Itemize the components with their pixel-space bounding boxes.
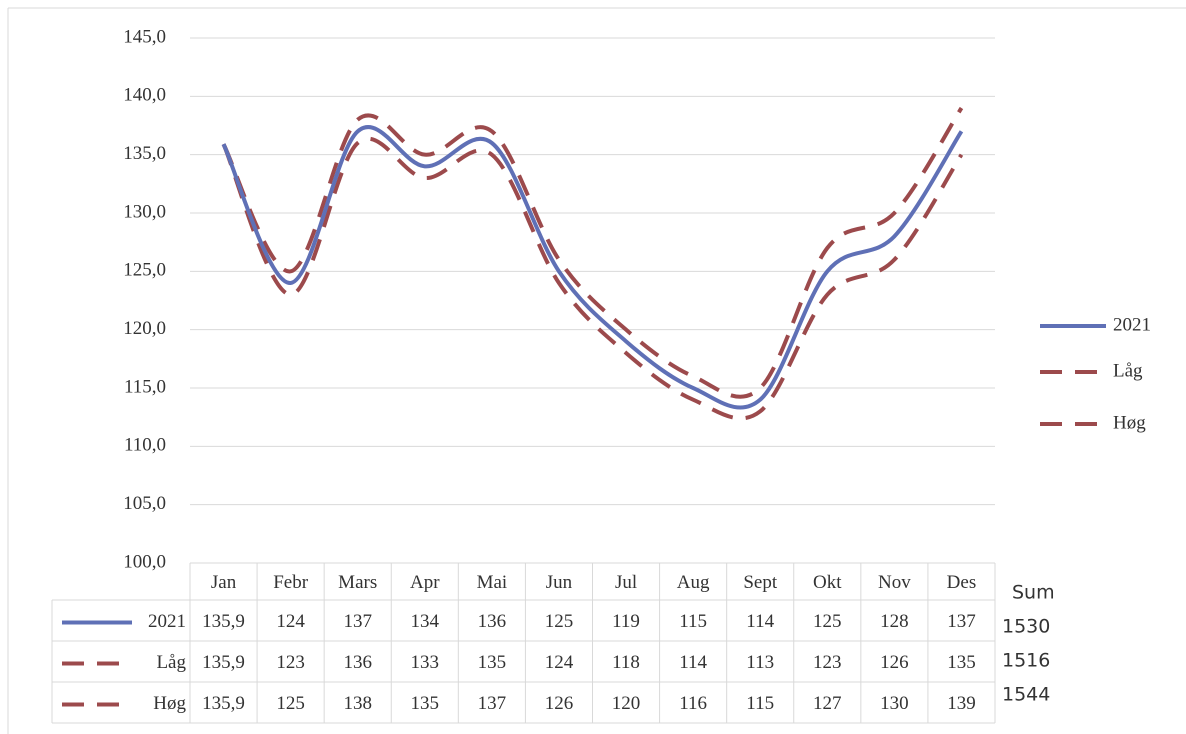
- x-tick-label: Jul: [615, 572, 637, 593]
- sum-value: 1530: [1002, 616, 1050, 638]
- table-cell: 134: [411, 611, 440, 632]
- table-cell: 124: [545, 652, 574, 673]
- x-tick-label: Mai: [477, 572, 508, 593]
- table-cell: 120: [612, 693, 641, 714]
- table-cell: 118: [612, 652, 640, 673]
- x-tick-label: Des: [947, 572, 977, 593]
- x-tick-label: Apr: [410, 572, 440, 593]
- x-tick-label: Nov: [878, 572, 911, 593]
- series-line: [221, 125, 964, 410]
- table-cell: 125: [276, 693, 305, 714]
- x-tick-label: Aug: [677, 572, 710, 593]
- table-cell: 114: [679, 652, 707, 673]
- series-line: [221, 106, 964, 399]
- table-cell: 123: [813, 652, 842, 673]
- y-tick-label: 140,0: [123, 85, 166, 106]
- y-tick-label: 120,0: [123, 318, 166, 339]
- table-cell: 115: [746, 693, 774, 714]
- y-tick-label: 105,0: [123, 493, 166, 514]
- table-cell: 125: [545, 611, 574, 632]
- table-cell: 135,9: [202, 611, 245, 632]
- table-cell: 128: [880, 611, 909, 632]
- x-tick-label: Sept: [743, 572, 778, 593]
- table-cell: 139: [947, 693, 976, 714]
- table-cell: 138: [343, 693, 372, 714]
- legend-label: Høg: [1113, 412, 1146, 433]
- table-cell: 137: [947, 611, 976, 632]
- table-cell: 135: [478, 652, 507, 673]
- y-tick-label: 130,0: [123, 201, 166, 222]
- x-tick-label: Mars: [338, 572, 377, 593]
- table-cell: 119: [612, 611, 640, 632]
- table-cell: 135,9: [202, 652, 245, 673]
- legend-label: Låg: [1113, 360, 1143, 381]
- table-cell: 130: [880, 693, 909, 714]
- table-cell: 127: [813, 693, 842, 714]
- table-cell: 137: [343, 611, 372, 632]
- table-cell: 136: [478, 611, 507, 632]
- y-tick-label: 135,0: [123, 143, 166, 164]
- table-cell: 115: [679, 611, 707, 632]
- table-cell: 114: [746, 611, 774, 632]
- table-cell: 133: [411, 652, 440, 673]
- x-tick-label: Febr: [273, 572, 309, 593]
- table-legend-label: 2021: [148, 611, 186, 632]
- table-legend-label: Høg: [153, 693, 186, 714]
- series-line: [221, 136, 964, 421]
- table-cell: 137: [478, 693, 507, 714]
- table-cell: 136: [343, 652, 372, 673]
- x-tick-label: Okt: [813, 572, 842, 593]
- table-cell: 126: [880, 652, 909, 673]
- table-cell: 113: [746, 652, 774, 673]
- table-cell: 123: [276, 652, 305, 673]
- y-tick-label: 115,0: [124, 376, 166, 397]
- y-tick-label: 145,0: [123, 26, 166, 47]
- table-cell: 135,9: [202, 693, 245, 714]
- y-tick-label: 110,0: [124, 435, 166, 456]
- table-legend-label: Låg: [156, 652, 186, 673]
- sum-value: 1516: [1002, 650, 1050, 672]
- table-cell: 126: [545, 693, 574, 714]
- legend-label: 2021: [1113, 314, 1151, 335]
- x-tick-label: Jun: [546, 572, 573, 593]
- table-cell: 125: [813, 611, 842, 632]
- y-tick-label: 100,0: [123, 551, 166, 572]
- table-cell: 135: [947, 652, 976, 673]
- table-cell: 124: [276, 611, 305, 632]
- sum-header: Sum: [1012, 582, 1055, 604]
- x-tick-label: Jan: [211, 572, 237, 593]
- table-cell: 135: [411, 693, 440, 714]
- table-cell: 116: [679, 693, 707, 714]
- y-tick-label: 125,0: [123, 260, 166, 281]
- sum-value: 1544: [1002, 684, 1050, 706]
